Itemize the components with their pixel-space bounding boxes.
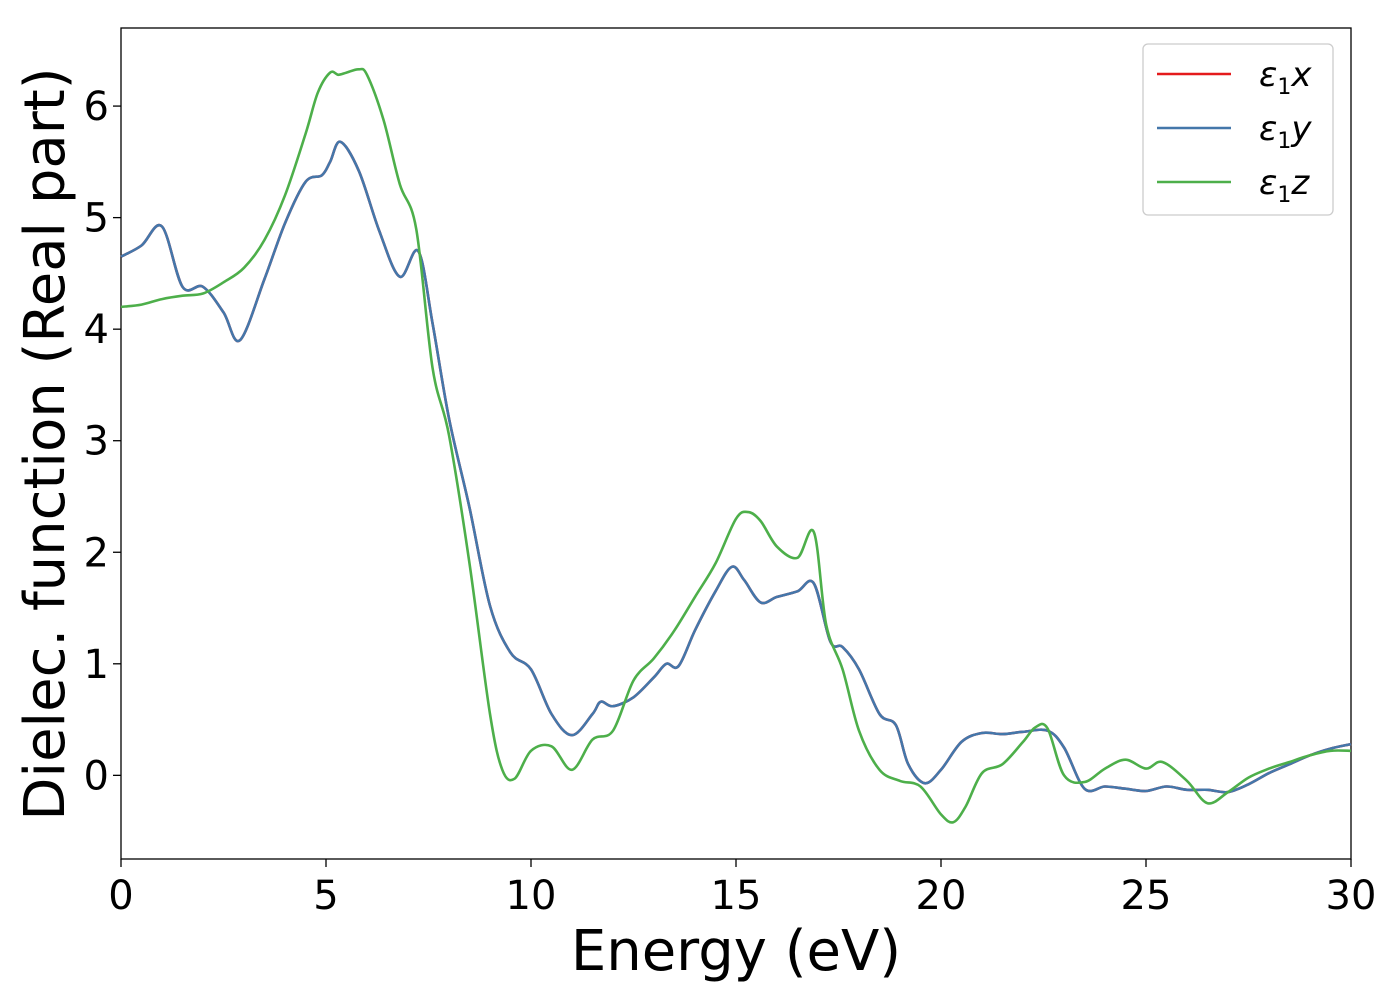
x-tick-label: 25 <box>1121 873 1172 919</box>
y-tick-label: 0 <box>84 753 109 799</box>
y-tick-label: 1 <box>84 642 109 688</box>
x-tick-label: 0 <box>108 873 133 919</box>
legend: ε1x ε1y ε1z <box>1142 43 1334 216</box>
legend-box <box>1142 43 1334 216</box>
y-axis-ticks: 0 1 2 3 4 5 6 <box>84 84 121 799</box>
series-line-y <box>120 140 1352 794</box>
legend-item-y: ε1y <box>1157 109 1312 154</box>
legend-label: ε1x <box>1259 55 1312 100</box>
legend-items: ε1x ε1y ε1z <box>1157 55 1312 208</box>
x-tick-label: 15 <box>711 873 762 919</box>
y-tick-label: 5 <box>84 196 109 242</box>
y-tick-label: 2 <box>84 530 109 576</box>
legend-item-z: ε1z <box>1157 163 1310 208</box>
y-tick-label: 4 <box>84 307 109 353</box>
x-tick-label: 10 <box>506 873 557 919</box>
x-axis-ticks: 0 5 10 15 20 25 30 <box>108 859 1376 919</box>
legend-label: ε1y <box>1259 109 1312 154</box>
legend-label: ε1z <box>1259 163 1310 208</box>
x-axis-title: Energy (eV) <box>571 919 901 984</box>
series-line-x <box>120 140 1352 794</box>
series-layer <box>120 67 1352 824</box>
legend-item-x: ε1x <box>1157 55 1312 100</box>
x-tick-label: 30 <box>1326 873 1377 919</box>
y-tick-label: 3 <box>84 419 109 465</box>
y-tick-label: 6 <box>84 84 109 130</box>
series-line-z <box>120 67 1352 824</box>
y-axis-title: Dielec. function (Real part) <box>13 67 78 820</box>
x-tick-label: 5 <box>313 873 338 919</box>
x-tick-label: 20 <box>916 873 967 919</box>
